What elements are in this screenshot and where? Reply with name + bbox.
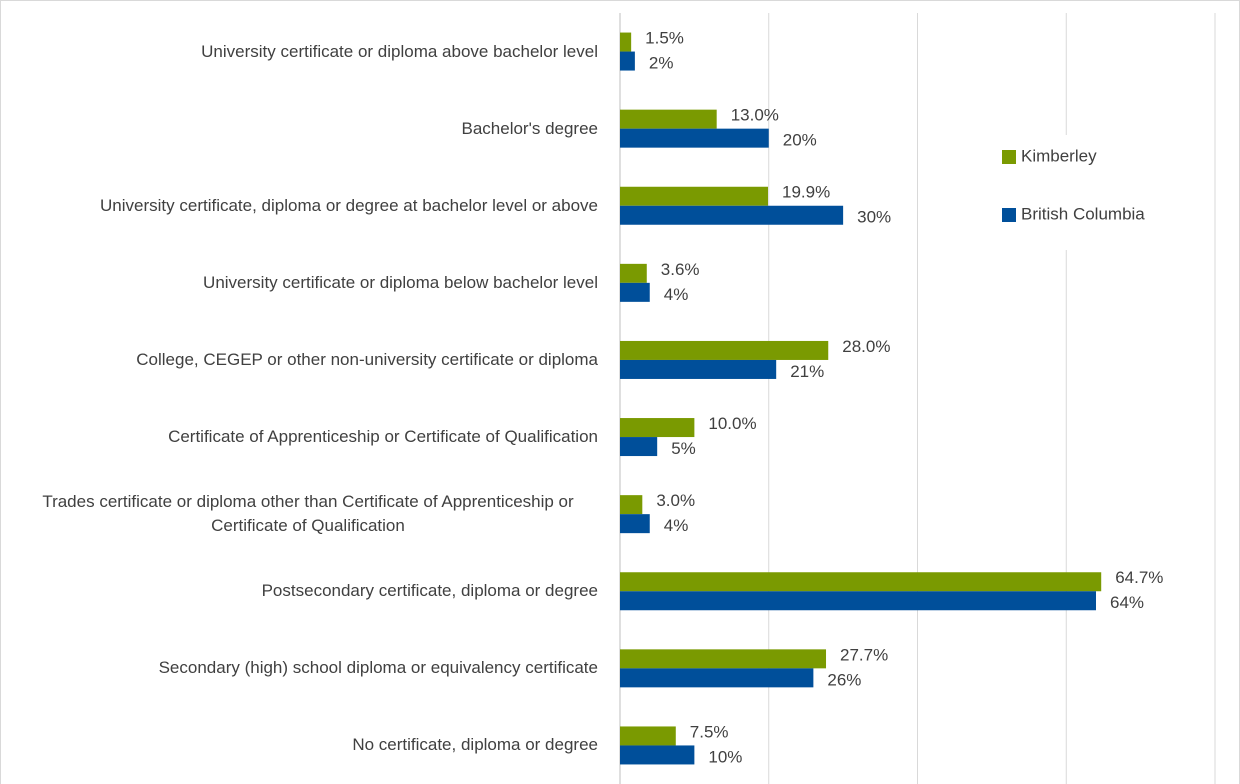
category-text: No certificate, diploma or degree	[352, 735, 598, 755]
category-label: University certificate or diploma above …	[0, 22, 598, 82]
category-text: College, CEGEP or other non-university c…	[136, 349, 598, 369]
category-text: University certificate or diploma below …	[203, 272, 598, 292]
category-text: Certificate of Apprenticeship or Certifi…	[168, 427, 598, 447]
bar	[620, 591, 1096, 611]
bar	[620, 649, 827, 669]
bar	[620, 668, 814, 688]
bar	[620, 437, 658, 457]
category-label: Trades certificate or diploma other than…	[0, 484, 598, 544]
value-label: 21%	[790, 362, 824, 381]
bar	[620, 186, 769, 206]
value-label: 10%	[708, 747, 742, 766]
category-label: University certificate, diploma or degre…	[0, 176, 598, 236]
category-text: University certificate, diploma or degre…	[100, 195, 598, 215]
category-label: Postsecondary certificate, diploma or de…	[0, 561, 598, 621]
bar	[620, 514, 650, 534]
value-label: 26%	[827, 670, 861, 689]
bar	[620, 495, 643, 515]
legend-swatch	[1002, 208, 1016, 222]
value-label: 3.0%	[656, 491, 695, 510]
bar	[620, 418, 695, 438]
bar	[620, 205, 844, 225]
bar	[620, 340, 829, 360]
category-label: University certificate or diploma below …	[0, 253, 598, 313]
category-label: College, CEGEP or other non-university c…	[0, 330, 598, 390]
value-label: 19.9%	[782, 183, 830, 202]
category-text: Trades certificate or diploma other than…	[42, 492, 574, 536]
category-text: Secondary (high) school diploma or equiv…	[158, 658, 598, 678]
category-label: Bachelor's degree	[0, 99, 599, 159]
value-label: 27.7%	[840, 645, 888, 664]
bar	[620, 572, 1102, 592]
value-label: 10.0%	[708, 414, 756, 433]
category-text: Postsecondary certificate, diploma or de…	[261, 581, 598, 601]
category-text: Bachelor's degree	[461, 118, 599, 138]
value-label: 64.7%	[1115, 568, 1163, 587]
bar	[620, 128, 769, 148]
value-label: 30%	[857, 208, 891, 227]
bar	[620, 109, 717, 129]
value-label: 20%	[783, 131, 817, 150]
value-label: 3.6%	[661, 260, 700, 279]
value-label: 5%	[671, 439, 696, 458]
value-label: 64%	[1110, 593, 1144, 612]
bar	[620, 745, 695, 765]
value-label: 4%	[664, 285, 689, 304]
bar	[620, 282, 650, 302]
value-label: 4%	[664, 516, 689, 535]
legend-background	[990, 135, 1190, 250]
bar	[620, 32, 632, 52]
bar	[620, 263, 647, 283]
value-label: 13.0%	[731, 106, 779, 125]
category-label: No certificate, diploma or degree	[0, 715, 598, 775]
category-text: University certificate or diploma above …	[201, 41, 598, 61]
bar	[620, 51, 635, 71]
bar	[620, 359, 777, 379]
value-label: 1.5%	[645, 29, 684, 48]
category-label: Certificate of Apprenticeship or Certifi…	[0, 407, 598, 467]
value-label: 28.0%	[842, 337, 890, 356]
legend-label: Kimberley	[1021, 146, 1097, 165]
value-label: 2%	[649, 54, 674, 73]
legend-swatch	[1002, 150, 1016, 164]
category-label: Secondary (high) school diploma or equiv…	[0, 638, 598, 698]
value-label: 7.5%	[690, 722, 729, 741]
bar	[620, 726, 676, 746]
legend-label: British Columbia	[1021, 204, 1145, 223]
